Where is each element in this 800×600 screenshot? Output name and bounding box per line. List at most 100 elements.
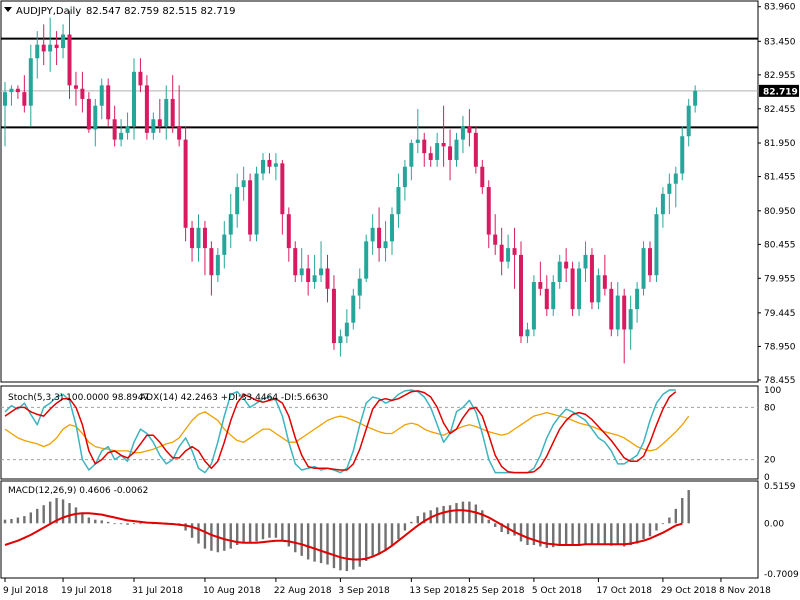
date-tick-label: 13 Sep 2018: [409, 586, 466, 596]
date-tick-label: 5 Oct 2018: [532, 586, 582, 596]
candle-bear: [570, 268, 575, 310]
candle-bull: [119, 132, 124, 140]
candle-bull: [415, 139, 420, 144]
stoch-panel-frame: [0, 385, 759, 480]
candle-bull: [338, 336, 343, 344]
macd-histogram-bar: [590, 523, 594, 546]
macd-histogram-bar: [48, 501, 52, 524]
candle-bull: [531, 282, 536, 330]
candle-bear: [306, 268, 311, 283]
candle-bull: [299, 268, 304, 276]
candle-bull: [196, 227, 201, 249]
macd-histogram-bar: [635, 523, 639, 544]
candle-bull: [357, 278, 362, 296]
candle-bull: [35, 44, 40, 59]
candle-bear: [202, 227, 207, 249]
macd-histogram-bar: [448, 505, 452, 524]
candle-bull: [673, 173, 678, 184]
macd-tick-label: -0.7009: [764, 570, 799, 580]
price-tick-label: 82.955: [764, 71, 796, 81]
stoch-tick-label: 0: [764, 473, 770, 483]
candle-bull: [93, 105, 98, 130]
price-tick-label: 81.950: [764, 139, 796, 149]
candle-bull: [164, 98, 169, 127]
macd-histogram-bar: [281, 523, 284, 542]
macd-histogram-bar: [442, 505, 445, 524]
candle-bull: [615, 295, 620, 330]
macd-histogram-bar: [365, 523, 368, 561]
candle-bull: [344, 322, 349, 337]
macd-histogram-bar: [36, 508, 39, 524]
candle-bear: [106, 85, 111, 120]
date-tick-label: 3 Sep 2018: [338, 586, 390, 596]
macd-histogram-bar: [23, 516, 26, 524]
candle-bear: [112, 119, 117, 140]
candle-bear: [564, 261, 569, 269]
candle-bear: [73, 85, 78, 89]
macd-histogram-bar: [42, 505, 45, 524]
macd-histogram-bar: [597, 523, 600, 544]
macd-histogram-bar: [403, 523, 407, 531]
macd-histogram-bar: [384, 523, 387, 551]
macd-histogram-bar: [326, 523, 329, 565]
macd-histogram-bar: [616, 523, 619, 546]
candle-bull: [686, 105, 691, 137]
macd-histogram-bar: [61, 499, 65, 524]
macd-histogram-bar: [603, 523, 607, 544]
candle-bull: [396, 187, 401, 215]
macd-histogram-bar: [190, 523, 194, 538]
macd-histogram-bar: [500, 523, 503, 532]
candle-bear: [80, 88, 85, 99]
candle-bear: [493, 234, 498, 245]
candle-bull: [641, 248, 646, 289]
candle-bear: [286, 214, 291, 249]
candle-bear: [622, 295, 627, 330]
macd-histogram-bar: [306, 523, 310, 560]
candle-bull: [228, 214, 233, 235]
candle-bear: [467, 126, 472, 133]
candle-bear: [448, 146, 453, 160]
candle-bull: [506, 248, 511, 262]
candle-bull: [222, 234, 227, 255]
candle-bear: [183, 139, 188, 228]
macd-histogram-bar: [687, 490, 690, 524]
candle-bear: [157, 119, 162, 127]
macd-histogram-bar: [468, 501, 471, 524]
macd-signal-line: [4, 509, 683, 561]
candle-bear: [325, 268, 330, 289]
macd-histogram-bar: [87, 517, 91, 524]
macd-histogram-bar: [610, 523, 613, 546]
macd-histogram-bar: [397, 523, 400, 540]
candle-bear: [248, 180, 253, 235]
candle-bear: [86, 98, 91, 130]
adx-line: [4, 411, 690, 454]
candle-bear: [480, 166, 485, 188]
macd-histogram-bar: [287, 523, 290, 547]
macd-histogram-bar: [139, 523, 142, 525]
adx-label: ADX(14) 42.2463 +DI:33.4464 -DI:5.6630: [140, 393, 329, 403]
date-tick-label: 25 Sep 2018: [467, 586, 524, 596]
candle-bull: [628, 309, 633, 330]
macd-tick-label: 0.00: [764, 519, 784, 529]
candle-bear: [177, 126, 182, 140]
candle-bear: [519, 254, 523, 337]
collapse-triangle-icon[interactable]: [4, 7, 12, 12]
date-tick-label: 8 Nov 2018: [719, 586, 771, 596]
macd-histogram-bar: [113, 523, 116, 525]
price-tick-label: 79.445: [764, 309, 796, 319]
macd-histogram-bar: [29, 512, 32, 524]
candle-bull: [125, 126, 130, 133]
macd-histogram-bar: [577, 523, 581, 546]
candle-bull: [693, 90, 698, 106]
macd-histogram-bar: [513, 523, 516, 536]
candle-bull: [551, 282, 556, 310]
candle-bull: [241, 180, 246, 188]
candle-bull: [3, 92, 7, 106]
candle-bear: [209, 248, 214, 276]
macd-histogram-bar: [332, 523, 336, 569]
macd-histogram-bar: [132, 523, 136, 525]
candle-bear: [486, 187, 491, 235]
macd-histogram-bar: [236, 523, 239, 546]
macd-histogram-bar: [623, 523, 626, 547]
macd-histogram-bar: [261, 523, 265, 540]
